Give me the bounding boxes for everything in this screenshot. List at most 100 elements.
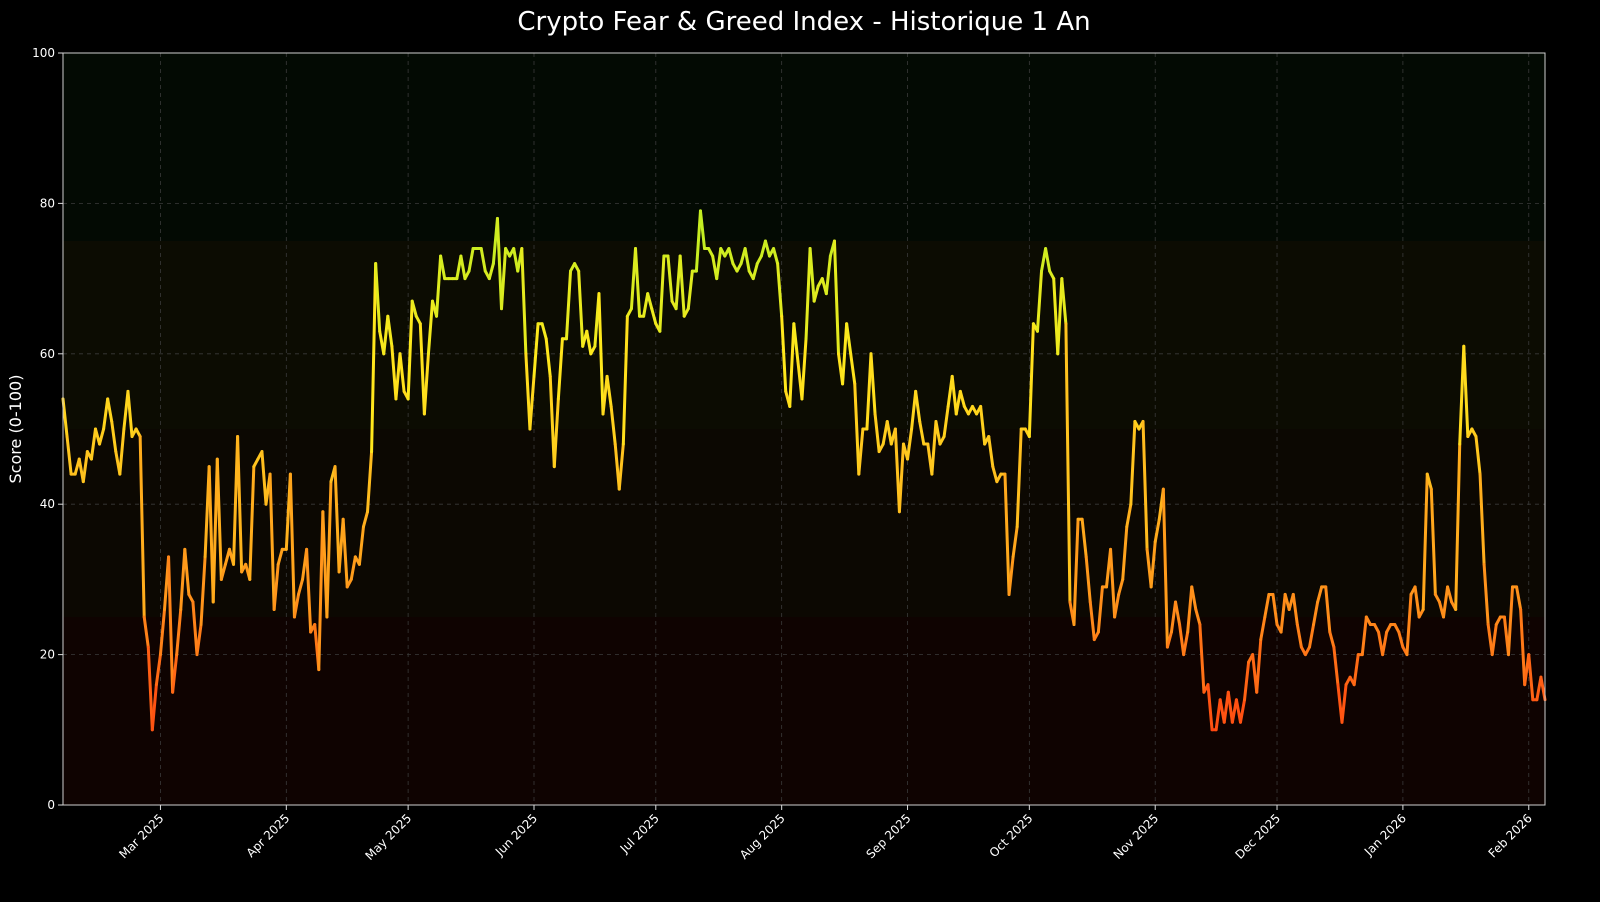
line-segment bbox=[357, 525, 365, 566]
line-segment bbox=[556, 337, 564, 401]
line-segment bbox=[548, 374, 556, 469]
line-segment bbox=[195, 623, 203, 657]
line-segment bbox=[1263, 592, 1271, 619]
line-segment bbox=[1149, 540, 1157, 589]
line-segment bbox=[780, 314, 788, 393]
line-segment bbox=[435, 254, 443, 318]
line-segment bbox=[296, 577, 305, 596]
line-segment bbox=[248, 465, 256, 581]
zone-band bbox=[63, 617, 1545, 805]
line-segment bbox=[869, 352, 877, 416]
line-segment bbox=[918, 419, 926, 446]
line-segment bbox=[199, 555, 207, 627]
line-segment bbox=[788, 322, 796, 408]
line-segment bbox=[171, 653, 179, 694]
line-segment bbox=[1539, 675, 1547, 702]
line-segment bbox=[158, 607, 167, 657]
line-segment bbox=[102, 397, 110, 431]
line-segment bbox=[800, 337, 808, 401]
line-segment bbox=[1129, 419, 1137, 506]
line-segment bbox=[439, 254, 447, 281]
line-segment bbox=[236, 435, 244, 574]
line-segment bbox=[585, 329, 593, 356]
line-segment bbox=[1454, 442, 1462, 611]
line-segment bbox=[1096, 585, 1104, 634]
line-segment bbox=[1044, 247, 1052, 273]
line-segment bbox=[1295, 623, 1303, 649]
line-segment bbox=[370, 262, 378, 454]
line-segment bbox=[954, 389, 962, 416]
line-segment bbox=[179, 547, 187, 611]
line-segment bbox=[646, 292, 654, 311]
line-segment bbox=[1506, 585, 1515, 657]
line-segment bbox=[934, 419, 942, 446]
line-segment bbox=[1084, 555, 1092, 604]
line-segment bbox=[1255, 638, 1263, 694]
line-segment bbox=[776, 262, 784, 318]
line-segment bbox=[893, 427, 901, 514]
zone-band bbox=[63, 241, 1545, 429]
line-segment bbox=[694, 209, 702, 273]
line-segment bbox=[382, 314, 390, 356]
line-segment bbox=[658, 254, 666, 333]
line-segment bbox=[142, 615, 150, 649]
line-segment bbox=[564, 269, 573, 341]
line-segment bbox=[1474, 435, 1482, 476]
line-segment bbox=[150, 683, 158, 732]
line-segment bbox=[666, 254, 674, 303]
line-segment bbox=[727, 247, 735, 266]
y-tick-label: 0 bbox=[47, 798, 55, 812]
line-segment bbox=[772, 247, 780, 266]
line-segment bbox=[597, 292, 605, 416]
line-segment bbox=[1007, 555, 1015, 596]
line-segment bbox=[804, 247, 812, 341]
line-segment bbox=[487, 262, 495, 281]
line-segment bbox=[991, 465, 999, 484]
line-segment bbox=[528, 374, 536, 431]
line-segment bbox=[1441, 585, 1450, 619]
line-segment bbox=[849, 352, 857, 386]
line-segment bbox=[930, 419, 938, 476]
line-segment bbox=[577, 269, 585, 348]
line-segment bbox=[1153, 517, 1161, 544]
line-segment bbox=[260, 450, 268, 506]
line-segment bbox=[500, 247, 508, 311]
line-segment bbox=[410, 299, 418, 318]
line-segment bbox=[426, 299, 434, 356]
line-segment bbox=[1490, 623, 1498, 657]
line-segment bbox=[1141, 419, 1149, 551]
line-segment bbox=[1340, 683, 1348, 724]
line-segment bbox=[61, 397, 69, 439]
line-segment bbox=[1080, 517, 1088, 559]
line-segment bbox=[215, 457, 223, 581]
line-segment bbox=[1291, 592, 1299, 627]
line-segment bbox=[459, 254, 467, 281]
line-segment bbox=[808, 247, 816, 303]
line-segment bbox=[1308, 623, 1316, 649]
line-segment bbox=[1113, 592, 1121, 619]
line-segment bbox=[853, 382, 861, 476]
line-segment bbox=[910, 389, 918, 431]
line-segment bbox=[1214, 698, 1222, 732]
zone-band bbox=[63, 429, 1545, 617]
line-segment bbox=[792, 322, 800, 363]
line-segment bbox=[1515, 585, 1523, 611]
line-segment bbox=[305, 547, 313, 634]
line-segment bbox=[1109, 547, 1117, 619]
line-segment bbox=[138, 435, 146, 619]
line-segment bbox=[418, 322, 426, 416]
line-segment bbox=[1174, 600, 1182, 627]
line-segment bbox=[650, 307, 658, 326]
line-segment bbox=[605, 374, 613, 408]
line-segment bbox=[1182, 630, 1190, 657]
line-segment bbox=[841, 322, 849, 386]
line-segment bbox=[1169, 600, 1178, 634]
line-segment bbox=[1238, 698, 1247, 724]
line-segment bbox=[1198, 623, 1206, 694]
line-segment bbox=[1397, 630, 1405, 649]
line-segment bbox=[467, 247, 475, 273]
line-segment bbox=[333, 465, 341, 574]
line-segment bbox=[1186, 585, 1194, 634]
line-segment bbox=[686, 269, 694, 311]
